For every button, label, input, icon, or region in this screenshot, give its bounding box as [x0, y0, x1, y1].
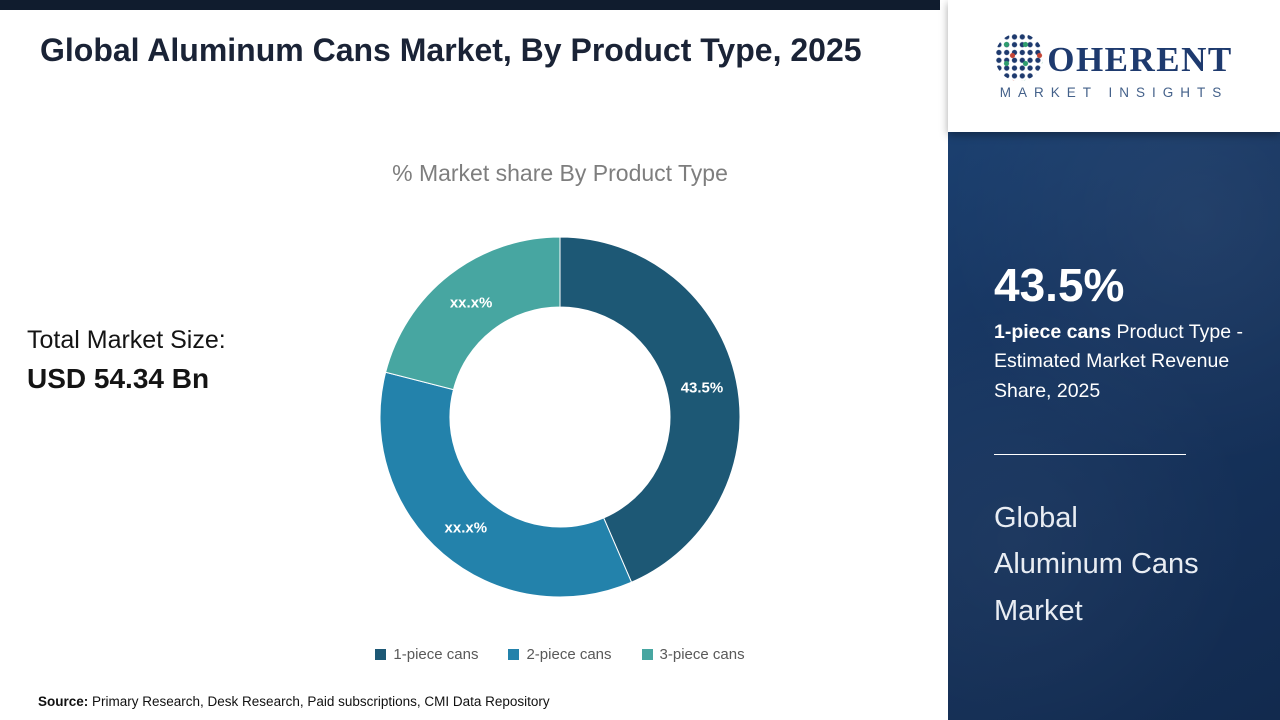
total-market-size: Total Market Size: USD 54.34 Bn: [27, 326, 226, 395]
logo: COHERENT MARKET INSIGHTS: [948, 0, 1280, 132]
page-title: Global Aluminum Cans Market, By Product …: [40, 32, 862, 68]
legend-label: 2-piece cans: [526, 646, 612, 663]
stat-description: 1-piece cans Product Type - Estimated Ma…: [994, 318, 1252, 406]
donut-segment-3-piece-cans: [385, 236, 561, 391]
main-content: Global Aluminum Cans Market, By Product …: [0, 0, 940, 709]
donut-segment-label: 43.5%: [681, 380, 724, 397]
logo-brand-text: OHERENT: [1047, 39, 1233, 79]
sidebar-panel: 43.5% 1-piece cans Product Type - Estima…: [948, 132, 1280, 634]
legend-item: 1-piece cans: [375, 646, 478, 663]
chart-legend: 1-piece cans 2-piece cans 3-piece cans: [230, 646, 890, 663]
stat-value: 43.5%: [994, 259, 1125, 311]
dotted-globe-c-icon: C: [995, 32, 1044, 81]
sidebar: COHERENT MARKET INSIGHTS 43.5% 1-piece c…: [948, 0, 1280, 720]
donut-segment-1-piece-cans: [559, 236, 741, 583]
legend-swatch-icon: [508, 649, 520, 660]
donut-segment-label: xx.x%: [445, 519, 488, 536]
top-accent-bar: [0, 0, 940, 10]
donut-segment-2-piece-cans: [379, 371, 633, 598]
stat-description-bold: 1-piece cans: [994, 321, 1112, 343]
legend-item: 2-piece cans: [508, 646, 612, 663]
source-text: Primary Research, Desk Research, Paid su…: [88, 694, 550, 709]
logo-brand: COHERENT: [995, 32, 1233, 81]
legend-label: 3-piece cans: [659, 646, 745, 663]
source-note: Source: Primary Research, Desk Research,…: [38, 694, 550, 709]
sidebar-report-title: Global Aluminum Cans Market: [994, 501, 1199, 627]
stat-description-rest: Product Type - Estimated Market Revenue …: [994, 321, 1243, 402]
total-market-size-value: USD 54.34 Bn: [27, 363, 210, 394]
source-label: Source:: [38, 694, 89, 709]
logo-brand-row: COHERENT: [995, 32, 1233, 81]
donut-segment-label: xx.x%: [450, 294, 493, 311]
total-market-size-label: Total Market Size:: [27, 326, 226, 354]
logo-tagline: MARKET INSIGHTS: [999, 84, 1229, 100]
legend-swatch-icon: [641, 649, 653, 660]
divider: [994, 453, 1186, 455]
donut-chart: 43.5% xx.x% xx.x%: [379, 236, 741, 598]
legend-item: 3-piece cans: [641, 646, 745, 663]
legend-swatch-icon: [375, 649, 387, 660]
chart-title: % Market share By Product Type: [392, 160, 728, 186]
legend-label: 1-piece cans: [393, 646, 479, 663]
